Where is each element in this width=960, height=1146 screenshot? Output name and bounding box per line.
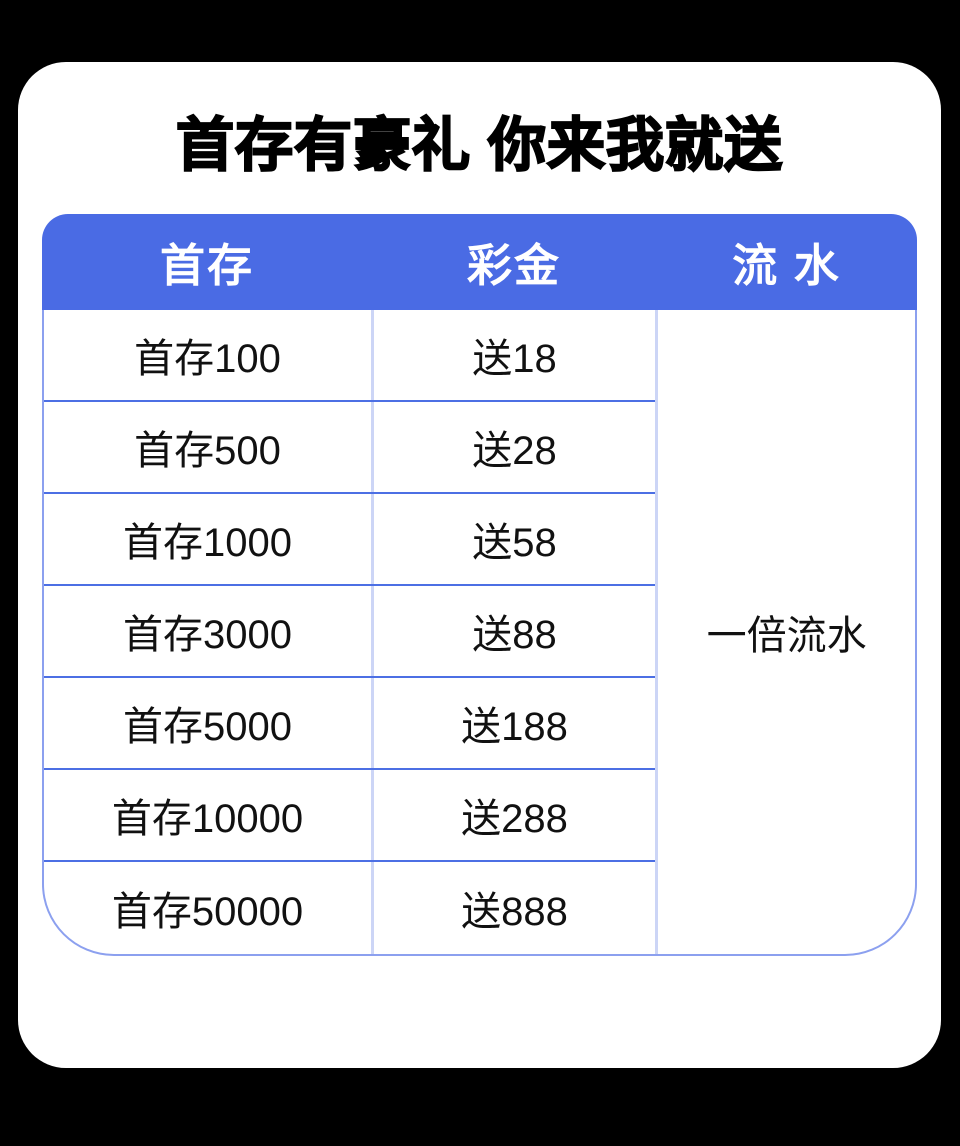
table-row: 首存50000 送888 [44,861,655,954]
bonus-cell: 送28 [472,428,557,473]
promo-card: 首存有豪礼 你来我就送 首存 彩金 流 水 首存100 送18 首存500 送2… [18,62,941,1068]
deposit-cell: 首存100 [44,309,374,400]
bonus-cell: 送58 [472,520,557,565]
deposit-cell: 首存3000 [44,585,374,676]
deposit-cell: 首存50000 [44,861,374,954]
deposit-cell: 首存10000 [44,769,374,860]
table-body: 首存100 送18 首存500 送28 首存1000 送58 首存3000 送8… [42,309,917,956]
deposit-bonus-table: 首存 彩金 流 水 首存100 送18 首存500 送28 首存1000 送58… [42,213,917,956]
page-title: 首存有豪礼 你来我就送 [175,113,784,179]
table-header-row: 首存 彩金 流 水 [42,213,917,310]
bonus-cell: 送88 [472,612,557,657]
deposit-cell: 首存500 [44,401,374,492]
table-row: 首存500 送28 [44,401,656,494]
bonus-cell: 送188 [461,704,568,749]
table-row: 首存100 送18 [44,309,656,402]
table-row: 首存10000 送288 [44,769,656,862]
bonus-cell: 送288 [461,796,568,841]
header-cell-deposit: 首存 [159,240,254,292]
bonus-cell: 送888 [461,889,568,934]
table-row: 首存5000 送188 [44,677,656,770]
table-row: 首存3000 送88 [44,585,656,678]
turnover-merged-cell: 一倍流水 [655,309,915,954]
table-body-rows: 首存100 送18 首存500 送28 首存1000 送58 首存3000 送8… [44,309,656,954]
header-cell-bonus: 彩金 [466,240,561,292]
deposit-cell: 首存5000 [44,677,374,768]
header-cell-turnover: 流 水 [732,240,841,292]
deposit-cell: 首存1000 [44,493,374,584]
bonus-cell: 送18 [472,336,557,381]
table-row: 首存1000 送58 [44,493,656,586]
